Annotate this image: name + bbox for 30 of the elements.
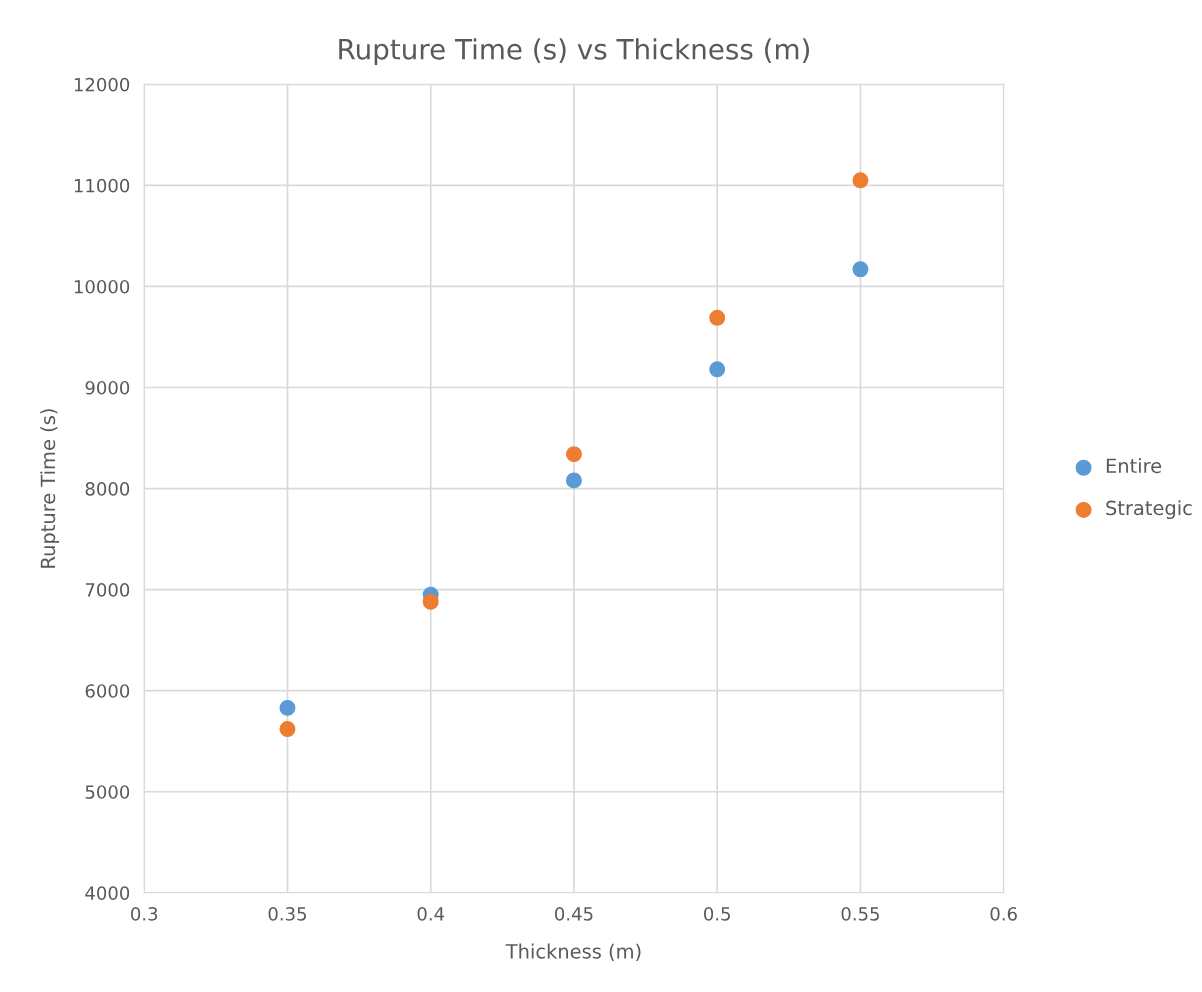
point xyxy=(279,699,296,716)
y-tick-label: 4000 xyxy=(85,886,130,900)
point xyxy=(852,172,869,189)
x-tick-label: 0.3 xyxy=(131,907,158,921)
y-tick-label: 6000 xyxy=(85,684,130,698)
x-tick-label: 0.55 xyxy=(841,907,879,921)
y-tick-label: 10000 xyxy=(74,279,130,294)
point xyxy=(279,721,296,738)
legend-label: Strategic xyxy=(1106,500,1192,520)
y-tick-label: 7000 xyxy=(85,583,130,597)
x-tick-label: 0.35 xyxy=(268,907,306,921)
y-axis-title: Rupture Time (s) xyxy=(40,409,60,568)
legend-label: Entire xyxy=(1106,458,1162,474)
point xyxy=(422,593,439,610)
point xyxy=(709,361,726,378)
point xyxy=(852,261,869,278)
x-tick-label: 0.45 xyxy=(555,907,593,921)
point xyxy=(565,446,582,463)
x-axis-title: Thickness (m) xyxy=(505,943,641,961)
y-tick-label: 8000 xyxy=(85,482,130,496)
y-tick-label: 11000 xyxy=(74,178,130,193)
point xyxy=(565,472,582,489)
x-tick-label: 0.6 xyxy=(990,907,1017,921)
x-tick-label: 0.4 xyxy=(417,907,445,921)
y-tick-label: 5000 xyxy=(85,785,130,799)
y-tick-label: 9000 xyxy=(85,380,130,395)
y-tick-label: 12000 xyxy=(74,77,130,92)
chart-title: Rupture Time (s) vs Thickness (m) xyxy=(339,38,810,66)
x-tick-label: 0.5 xyxy=(704,907,730,921)
point xyxy=(709,309,726,326)
